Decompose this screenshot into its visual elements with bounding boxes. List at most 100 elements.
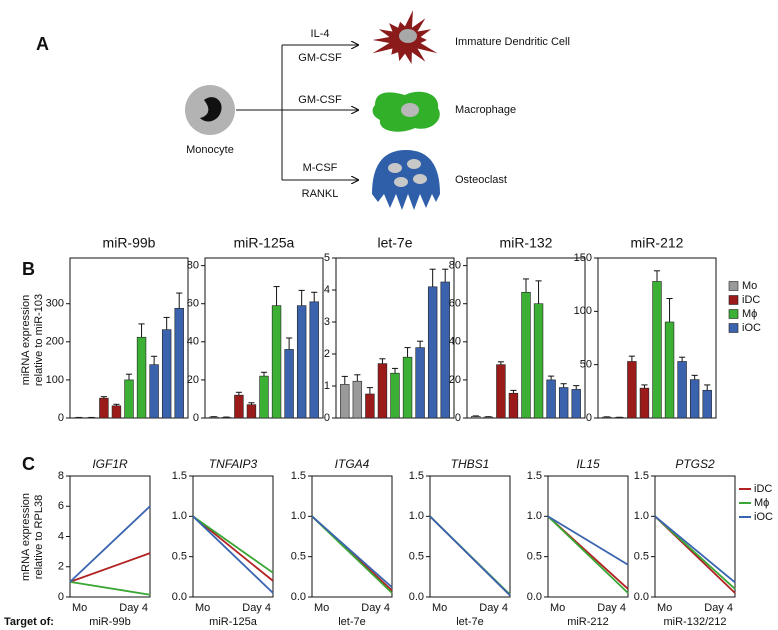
- legend-label: iOC: [754, 511, 773, 523]
- y-tick-label: 0: [193, 412, 199, 424]
- y-tick-label: 1.5: [172, 470, 187, 482]
- x-tick-label: Mo: [550, 602, 565, 614]
- y-tick-label: 20: [187, 374, 199, 386]
- bar: [689, 379, 700, 419]
- y-tick-label: 1.0: [634, 510, 649, 522]
- chart-title: TNFAIP3: [209, 457, 258, 471]
- y-tick-label: 60: [187, 298, 199, 310]
- series-line: [192, 515, 274, 582]
- y-tick-label: 300: [46, 298, 64, 310]
- bar: [124, 379, 134, 419]
- y-axis-label: relative to RPL38: [33, 495, 45, 579]
- y-tick-label: 1.5: [634, 470, 649, 482]
- target-label: miR-212: [567, 616, 609, 628]
- bar: [271, 305, 282, 419]
- bar: [483, 416, 494, 419]
- cell-nucleus: [407, 159, 421, 169]
- panel-label: A: [36, 34, 49, 54]
- signal: GM-CSF: [298, 52, 342, 64]
- series-line: [547, 515, 629, 594]
- y-tick-label: 100: [574, 305, 592, 317]
- y-tick-label: 0.5: [409, 551, 424, 563]
- y-tick-label: 1.0: [172, 510, 187, 522]
- bar: [246, 404, 257, 419]
- series-line: [192, 515, 274, 594]
- y-tick-label: 1.0: [409, 510, 424, 522]
- legend-label: iOC: [742, 322, 761, 334]
- x-tick-label: Mo: [432, 602, 447, 614]
- chart-title: miR-99b: [103, 235, 156, 251]
- cell-nucleus: [394, 177, 408, 187]
- signal: IL-4: [311, 28, 330, 40]
- source-label: Monocyte: [186, 144, 234, 156]
- bar: [627, 361, 637, 419]
- bar: [677, 361, 687, 419]
- panel-label: C: [22, 454, 35, 474]
- legend-label: iDC: [754, 483, 772, 495]
- y-tick-label: 4: [324, 284, 330, 296]
- legend-label: Mϕ: [742, 308, 757, 320]
- y-tick-label: 60: [449, 298, 461, 310]
- y-tick-label: 0.0: [527, 591, 542, 603]
- cell-nucleus: [399, 29, 417, 43]
- chart-title: miR-132: [500, 235, 553, 251]
- cell-nucleus: [388, 163, 402, 173]
- chart-title: ITGA4: [335, 457, 370, 471]
- cell-nucleus: [401, 103, 419, 117]
- cell-nucleus: [413, 174, 427, 184]
- y-tick-label: 1.5: [409, 470, 424, 482]
- y-tick-label: 0.5: [172, 551, 187, 563]
- y-tick-label: 1.5: [527, 470, 542, 482]
- bar: [402, 356, 413, 419]
- bar: [427, 286, 438, 419]
- target-label: miR-125a: [209, 616, 258, 628]
- bar: [284, 349, 294, 419]
- target-row-label: Target of:: [4, 616, 54, 628]
- legend-swatch: [728, 309, 739, 319]
- legend-label: Mϕ: [754, 497, 769, 509]
- bar: [296, 305, 307, 419]
- bar: [471, 416, 481, 419]
- y-tick-label: 2: [58, 561, 64, 573]
- bar: [571, 389, 581, 419]
- plot-frame: [547, 475, 629, 598]
- y-tick-label: 0.0: [172, 591, 187, 603]
- bar: [309, 301, 319, 419]
- bar: [639, 387, 650, 419]
- series-line: [192, 515, 274, 574]
- x-tick-label: Mo: [195, 602, 210, 614]
- chart-title: PTGS2: [675, 457, 715, 471]
- chart-title: THBS1: [451, 457, 490, 471]
- bar: [99, 397, 109, 419]
- bar: [136, 336, 147, 419]
- monocyte-nucleus: [200, 97, 222, 122]
- x-tick-label: Mo: [657, 602, 672, 614]
- chart-title: IL15: [576, 457, 600, 471]
- y-tick-label: 0: [455, 412, 461, 424]
- y-tick-label: 0.0: [634, 591, 649, 603]
- bar: [377, 363, 388, 419]
- bar: [352, 380, 363, 419]
- legend-swatch: [728, 295, 739, 305]
- bar: [234, 394, 244, 419]
- bar: [546, 379, 556, 419]
- y-tick-label: 80: [187, 260, 199, 272]
- bar: [390, 372, 400, 419]
- chart-title: let-7e: [377, 235, 412, 251]
- bar: [558, 387, 569, 419]
- plot-frame: [192, 475, 274, 598]
- y-tick-label: 1: [324, 380, 330, 392]
- bar: [614, 417, 625, 419]
- chart-title: IGF1R: [92, 457, 128, 471]
- y-tick-label: 0: [58, 591, 64, 603]
- series-line: [311, 515, 393, 588]
- y-tick-label: 40: [449, 336, 461, 348]
- x-tick-label: Day 4: [119, 602, 148, 614]
- y-tick-label: 40: [187, 336, 199, 348]
- y-tick-label: 0.5: [634, 551, 649, 563]
- y-tick-label: 0.5: [291, 551, 306, 563]
- y-tick-label: 2: [324, 348, 330, 360]
- y-tick-label: 4: [58, 530, 64, 542]
- y-tick-label: 6: [58, 500, 64, 512]
